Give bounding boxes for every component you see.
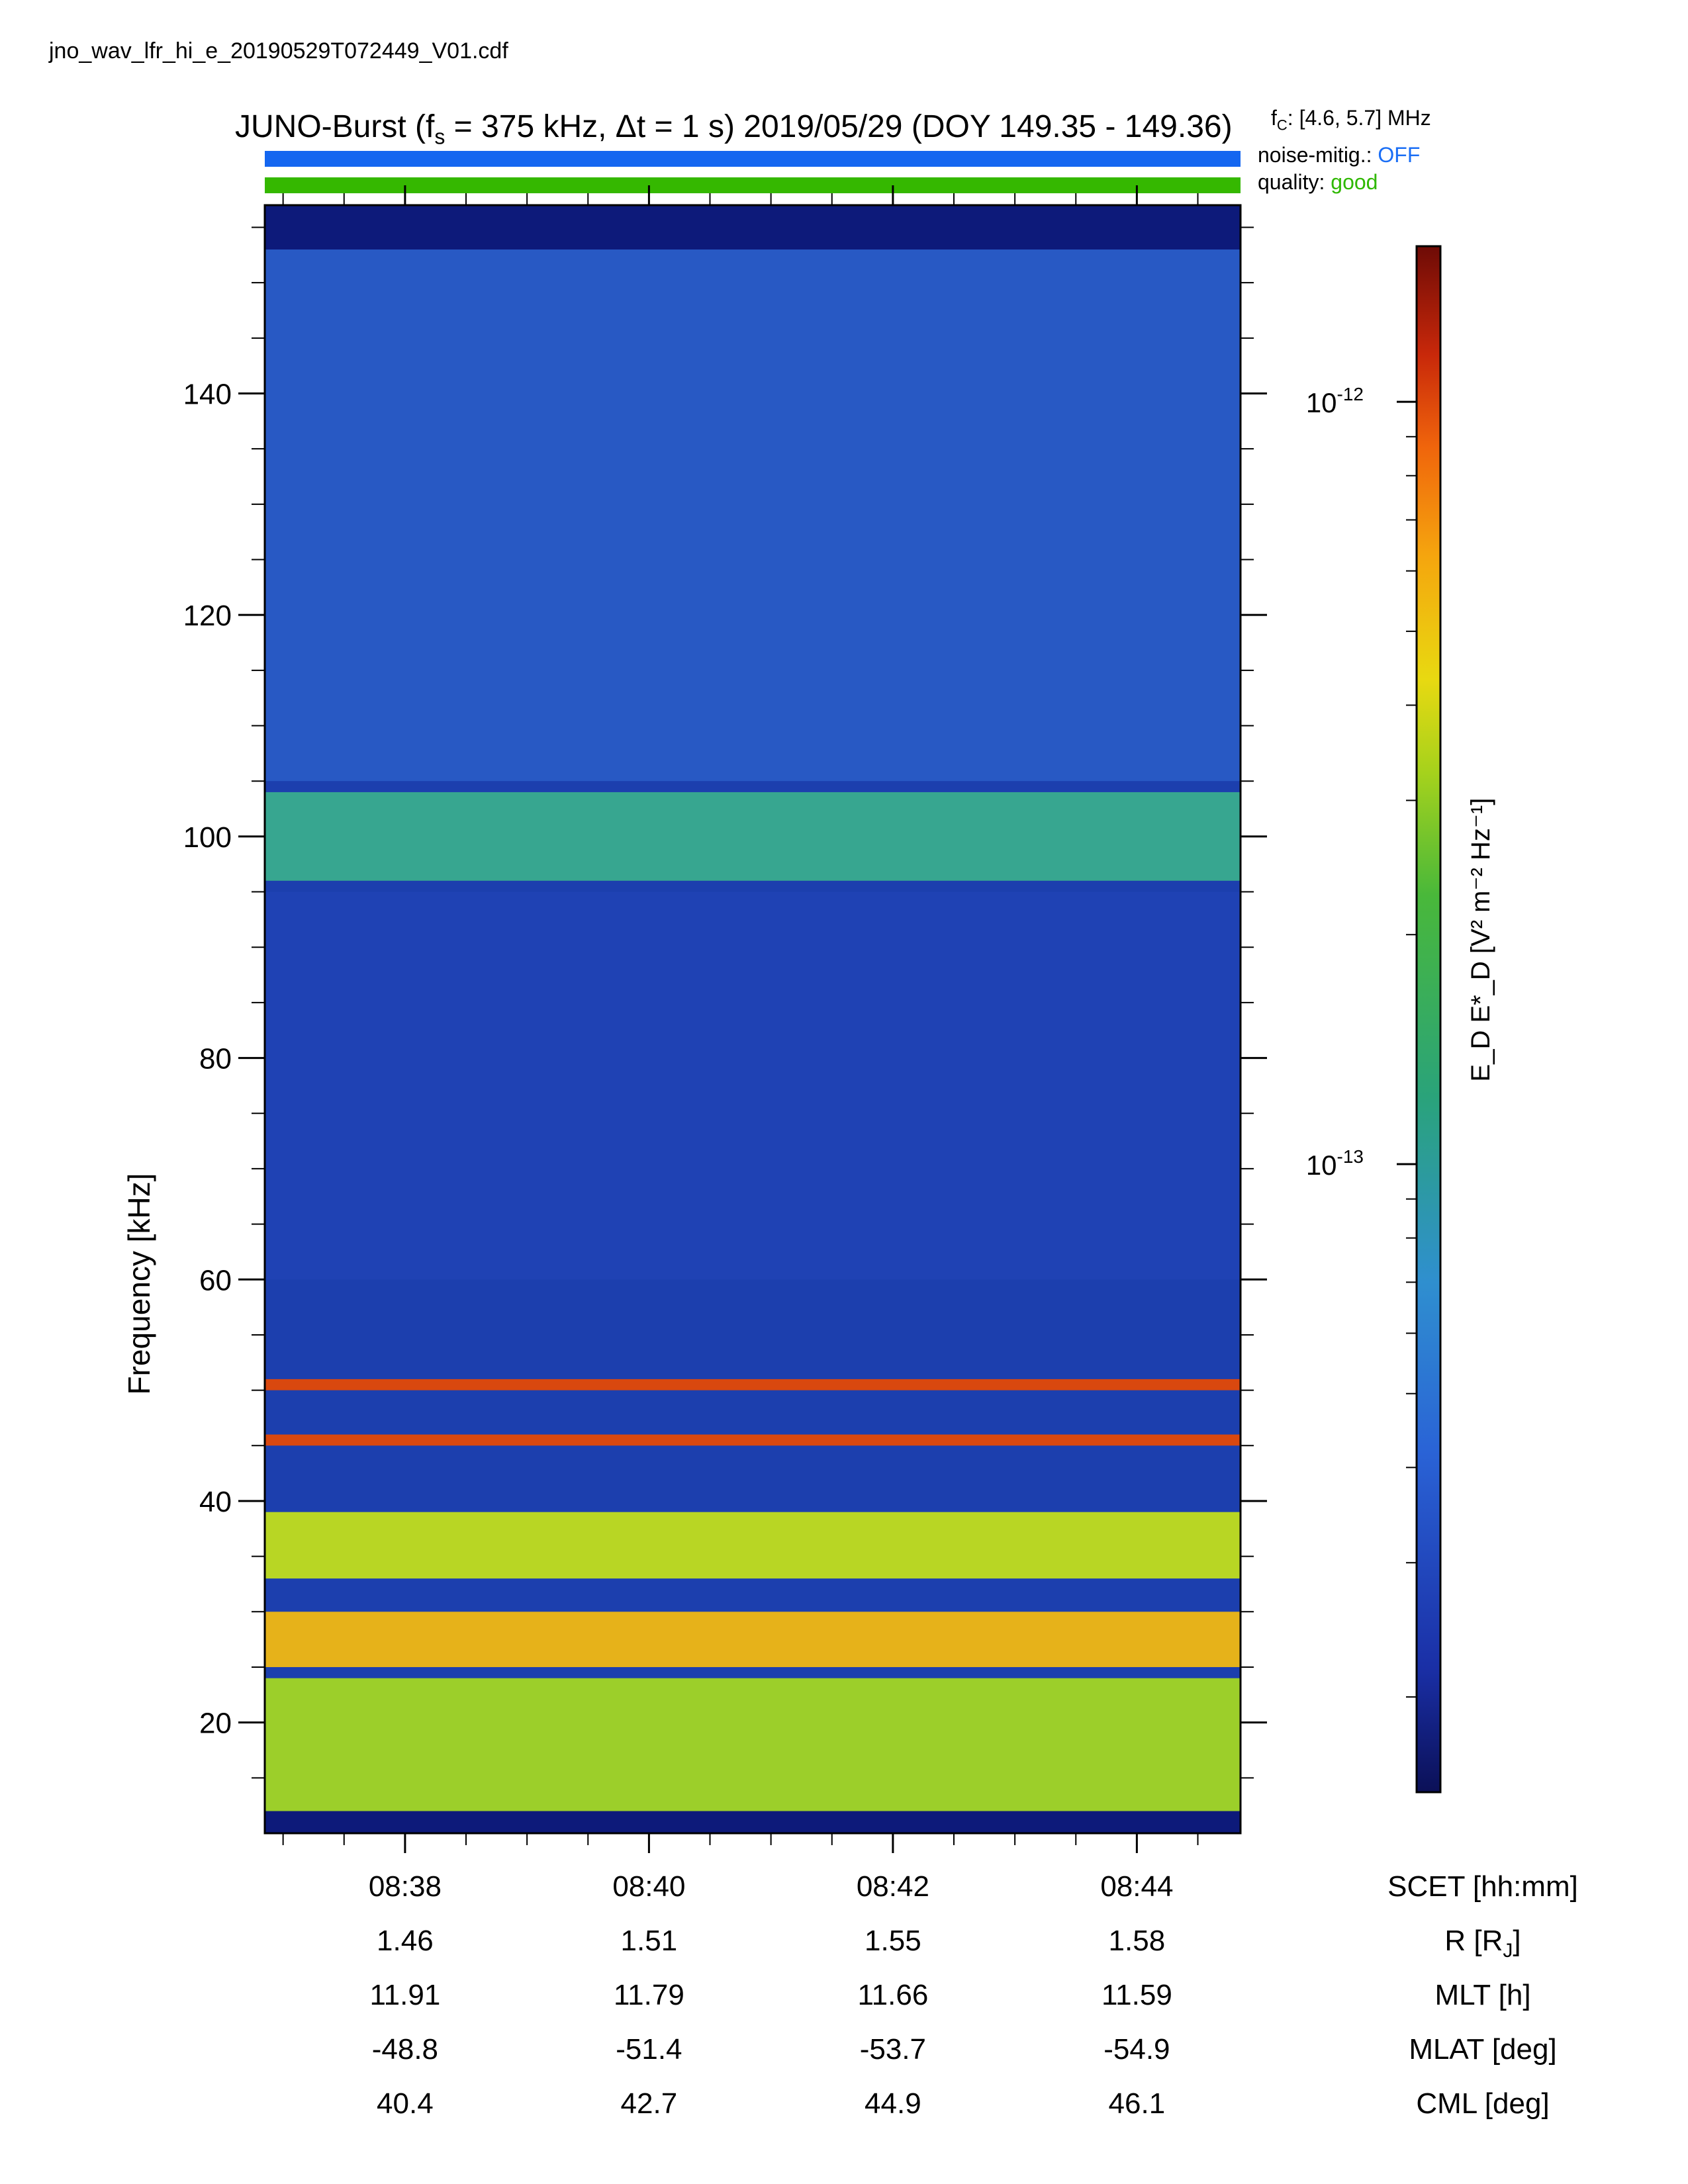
spectral-band-6 (265, 891, 1241, 1280)
ephemeris-value: 08:44 (1100, 1870, 1174, 1903)
spectral-band-9 (265, 205, 1241, 250)
y-tick-label: 120 (183, 600, 232, 632)
ephemeris-label: R [RJ] (1444, 1925, 1521, 1962)
ephemeris-value: 11.66 (857, 1979, 929, 2011)
spectral-band-4 (265, 1434, 1241, 1446)
ephemeris-label: SCET [hh:mm] (1387, 1870, 1578, 1903)
spectral-band-7 (265, 792, 1241, 881)
spectral-band-8 (265, 249, 1241, 782)
colorbar (1415, 245, 1442, 1794)
ephemeris-value: 1.58 (1108, 1925, 1166, 1957)
ephemeris-value: 42.7 (620, 2087, 678, 2120)
ephemeris-label: CML [deg] (1416, 2087, 1550, 2120)
spectral-band-0 (265, 1811, 1241, 1833)
ephemeris-value: 11.59 (1101, 1979, 1172, 2011)
ephemeris-value: 1.46 (377, 1925, 434, 1957)
ephemeris-value: -48.8 (371, 2033, 439, 2066)
noise-mitigation-bar (265, 151, 1241, 167)
quality-flag: quality: good (1258, 170, 1378, 195)
quality-label: quality: (1258, 170, 1325, 194)
ephemeris-value: 1.51 (620, 1925, 678, 1957)
ephemeris-value: -51.4 (616, 2033, 682, 2066)
colorbar-tick-label: 10-12 (1306, 384, 1364, 418)
quality-value: good (1331, 170, 1378, 194)
y-tick-label: 80 (199, 1043, 232, 1075)
noise-mitigation-flag: noise-mitig.: OFF (1258, 143, 1420, 167)
colorbar-tick-label: 10-13 (1306, 1146, 1364, 1181)
y-tick-label: 100 (183, 821, 232, 854)
y-tick-label: 140 (183, 378, 232, 410)
noise-mitigation-value: OFF (1378, 143, 1421, 167)
ephemeris-value: 40.4 (377, 2087, 434, 2120)
spectral-band-3 (265, 1512, 1241, 1579)
colorbar-label: E_D E*_D [V² m⁻² Hz⁻¹] (1466, 798, 1495, 1082)
ephemeris-value: 11.79 (613, 1979, 684, 2011)
ephemeris-value: -53.7 (859, 2033, 927, 2066)
ephemeris-value: 08:38 (368, 1870, 442, 1903)
spectral-band-2 (265, 1612, 1241, 1667)
spectral-band-5 (265, 1379, 1241, 1390)
ephemeris-value: 11.91 (369, 1979, 441, 2011)
quality-bar (265, 177, 1241, 193)
ephemeris-label: MLT [h] (1434, 1979, 1531, 2011)
ephemeris-value: 44.9 (865, 2087, 921, 2120)
ephemeris-value: 08:42 (856, 1870, 929, 1903)
noise-mitigation-label: noise-mitig.: (1258, 143, 1372, 167)
ephemeris-label: MLAT [deg] (1409, 2033, 1557, 2066)
ephemeris-value: 1.55 (865, 1925, 921, 1957)
ephemeris-value: 46.1 (1108, 2087, 1166, 2120)
spectral-band-1 (265, 1678, 1241, 1811)
y-axis-label: Frequency [kHz] (122, 1173, 156, 1395)
plot-frame (263, 204, 1242, 1835)
chart-title: JUNO-Burst (fs = 375 kHz, Δt = 1 s) 2019… (235, 109, 1233, 149)
file-name: jno_wav_lfr_hi_e_20190529T072449_V01.cdf (49, 38, 508, 64)
ephemeris-value: 08:40 (612, 1870, 686, 1903)
y-tick-label: 20 (199, 1707, 232, 1740)
ephemeris-value: -54.9 (1103, 2033, 1170, 2066)
fc-range-label: fC: [4.6, 5.7] MHz (1271, 106, 1431, 134)
y-tick-label: 60 (199, 1264, 232, 1297)
y-tick-label: 40 (199, 1486, 232, 1518)
